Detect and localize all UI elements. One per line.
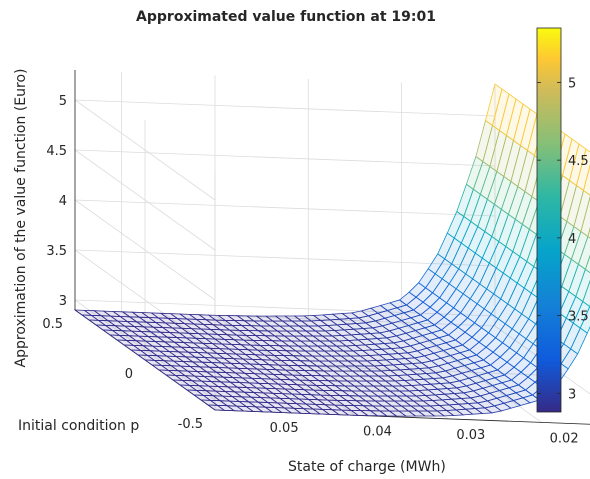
y-tick-label: 0.5 bbox=[42, 317, 63, 332]
y-tick-label: -0.5 bbox=[178, 417, 203, 432]
z-axis-label: Approximation of the value function (Eur… bbox=[13, 69, 29, 368]
surface-cell bbox=[577, 235, 590, 270]
x-tick-label: 0.04 bbox=[363, 424, 392, 439]
surface-cell bbox=[584, 254, 590, 274]
y-axis-label: Initial condition p bbox=[18, 418, 139, 434]
z-tick-label: 3 bbox=[59, 294, 67, 309]
grid-line bbox=[74, 149, 496, 167]
surface-cell bbox=[579, 305, 590, 334]
z-tick-label: 4 bbox=[59, 194, 67, 209]
grid-line bbox=[74, 199, 496, 217]
colorbar-tick-label: 5 bbox=[568, 76, 576, 91]
colorbar-ticks: 3 3.5 4 4.5 5 bbox=[537, 76, 589, 402]
colorbar bbox=[536, 27, 562, 413]
x-axis-label: State of charge (MWh) bbox=[288, 459, 446, 475]
grid-line bbox=[74, 99, 496, 117]
colorbar-tick-label: 3 bbox=[568, 387, 576, 402]
surface-cell bbox=[580, 195, 590, 238]
z-tick-label: 4.5 bbox=[46, 144, 67, 159]
x-tick-label: 0.05 bbox=[270, 421, 299, 436]
colorbar-tick-label: 4.5 bbox=[568, 154, 589, 169]
colorbar-tick-label: 3.5 bbox=[568, 310, 589, 325]
surface-mesh bbox=[73, 83, 590, 417]
z-tick-label: 5 bbox=[59, 94, 67, 109]
colorbar-tick-label: 4 bbox=[568, 232, 576, 247]
y-tick-label: 0 bbox=[125, 367, 133, 382]
surface-cell bbox=[576, 148, 590, 192]
chart-title: Approximated value function at 19:01 bbox=[136, 9, 436, 25]
surface-cell bbox=[582, 279, 590, 308]
surface-cell bbox=[573, 189, 590, 233]
x-tick-label: 0.02 bbox=[550, 431, 579, 446]
z-tick-label: 3.5 bbox=[46, 244, 67, 259]
surface-cell bbox=[575, 268, 590, 303]
x-tick-label: 0.03 bbox=[456, 428, 485, 443]
axis-ticks: 33.544.550.50-0.50.010.020.030.040.05 bbox=[42, 94, 579, 446]
surface-cell bbox=[587, 227, 590, 239]
